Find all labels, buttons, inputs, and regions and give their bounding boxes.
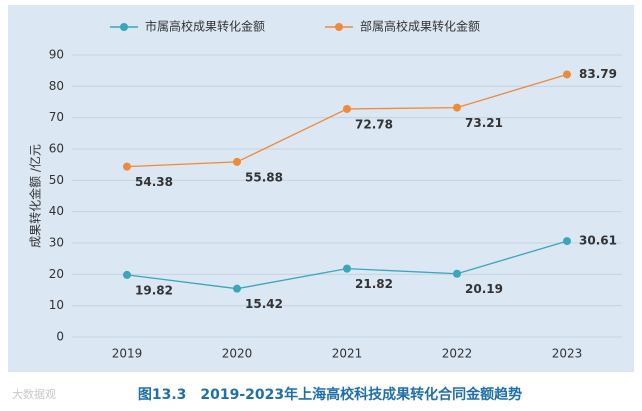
data-point [343, 264, 351, 273]
x-tick-label: 2022 [442, 347, 473, 361]
data-label: 20.19 [465, 282, 503, 296]
data-label: 19.82 [135, 283, 173, 297]
data-label: 30.61 [579, 234, 617, 248]
data-point [123, 270, 131, 279]
y-tick-label: 50 [49, 173, 64, 187]
y-axis-label: 成果转化金额 /亿元 [28, 144, 43, 248]
y-tick-label: 20 [49, 267, 64, 281]
y-tick-label: 10 [49, 298, 64, 312]
data-label: 73.21 [465, 116, 503, 130]
y-tick-label: 80 [49, 79, 64, 93]
y-tick-label: 70 [49, 110, 64, 124]
y-tick-label: 0 [56, 330, 64, 344]
data-label: 54.38 [135, 175, 173, 189]
panel [8, 5, 634, 372]
data-label: 83.79 [579, 67, 617, 81]
data-point [453, 269, 461, 278]
legend-label: 部属高校成果转化金额 [360, 19, 480, 34]
data-point [233, 157, 241, 166]
x-tick-label: 2021 [332, 347, 363, 361]
data-point [563, 237, 571, 246]
y-tick-label: 90 [49, 48, 64, 62]
y-tick-label: 30 [49, 236, 64, 250]
legend-marker [335, 23, 343, 31]
data-point [453, 103, 461, 112]
x-tick-label: 2023 [552, 347, 583, 361]
data-label: 15.42 [245, 297, 283, 311]
y-tick-label: 60 [49, 142, 64, 156]
data-point [343, 104, 351, 113]
caption: 图13.3 2019-2023年上海高校科技成果转化合同金额趋势 [138, 386, 522, 403]
x-tick-label: 2019 [112, 347, 143, 361]
data-point [563, 70, 571, 79]
legend-label: 市属高校成果转化金额 [145, 19, 265, 34]
watermark: 大数据观 [12, 387, 56, 401]
data-label: 21.82 [355, 277, 393, 291]
data-point [233, 284, 241, 293]
data-label: 72.78 [355, 117, 393, 131]
x-tick-label: 2020 [222, 347, 253, 361]
y-tick-label: 40 [49, 204, 64, 218]
data-point [123, 162, 131, 171]
legend-marker [120, 23, 128, 31]
data-label: 55.88 [245, 170, 283, 184]
